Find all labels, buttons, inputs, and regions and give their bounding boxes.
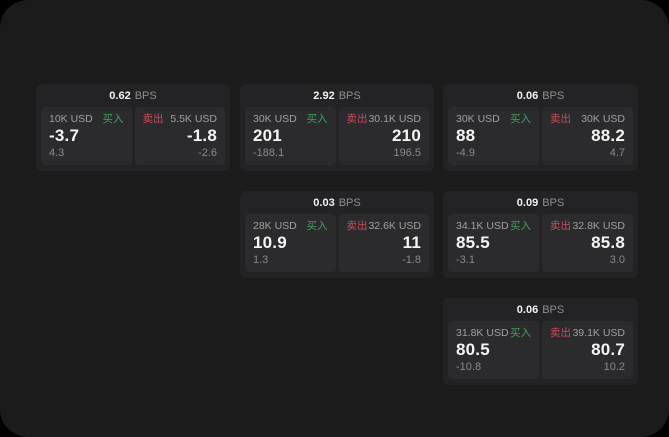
quote-card-6: 0.06 BPS 31.8K USD 买入 80.5 -10.8 卖出 39.1… <box>443 298 638 385</box>
buy-panel[interactable]: 28K USD 买入 10.9 1.3 <box>245 214 336 272</box>
buy-side-label: 买入 <box>102 113 124 125</box>
buy-amount: 31.8K USD <box>456 327 509 339</box>
sell-side-label: 卖出 <box>550 327 571 339</box>
buy-sell-panels: 28K USD 买入 10.9 1.3 卖出 32.6K USD 11 -1.8 <box>240 214 434 272</box>
buy-sell-panels: 10K USD 买入 -3.7 4.3 卖出 5.5K USD -1.8 -2.… <box>36 107 230 165</box>
bps-header: 2.92 BPS <box>240 84 434 107</box>
buy-sell-panels: 30K USD 买入 201 -188.1 卖出 30.1K USD 210 1… <box>240 107 434 165</box>
buy-panel[interactable]: 34.1K USD 买入 85.5 -3.1 <box>448 214 539 272</box>
sell-delta: -1.8 <box>402 254 421 266</box>
buy-delta: -3.1 <box>456 254 475 266</box>
sell-amount: 5.5K USD <box>170 113 217 125</box>
sell-price: 85.8 <box>591 233 625 252</box>
buy-sell-panels: 34.1K USD 买入 85.5 -3.1 卖出 32.8K USD 85.8… <box>443 214 638 272</box>
buy-delta: -188.1 <box>253 147 285 159</box>
sell-panel[interactable]: 卖出 5.5K USD -1.8 -2.6 <box>134 107 225 165</box>
buy-side-label: 买入 <box>306 220 328 232</box>
quote-card-5: 0.09 BPS 34.1K USD 买入 85.5 -3.1 卖出 32.8K… <box>443 191 638 278</box>
sell-panel[interactable]: 卖出 30.1K USD 210 196.5 <box>338 107 429 165</box>
buy-amount: 28K USD <box>253 220 297 232</box>
buy-delta: 1.3 <box>253 254 269 266</box>
buy-sell-panels: 30K USD 买入 88 -4.9 卖出 30K USD 88.2 4.7 <box>443 107 638 165</box>
sell-delta: 10.2 <box>603 361 625 373</box>
buy-amount: 30K USD <box>253 113 297 125</box>
sell-panel[interactable]: 卖出 39.1K USD 80.7 10.2 <box>542 321 633 379</box>
bps-value: 0.06 <box>516 304 539 316</box>
sell-price: 210 <box>392 126 421 145</box>
buy-amount: 10K USD <box>49 113 93 125</box>
sell-panel[interactable]: 卖出 32.8K USD 85.8 3.0 <box>542 214 633 272</box>
sell-delta: -2.6 <box>198 147 217 159</box>
bps-unit-label: BPS <box>542 90 565 102</box>
quote-card-2: 2.92 BPS 30K USD 买入 201 -188.1 卖出 30.1K … <box>240 84 434 171</box>
sell-panel[interactable]: 卖出 32.6K USD 11 -1.8 <box>338 214 429 272</box>
quote-card-4: 0.03 BPS 28K USD 买入 10.9 1.3 卖出 32.6K US… <box>240 191 434 278</box>
buy-side-label: 买入 <box>306 113 328 125</box>
bps-value: 0.09 <box>516 197 539 209</box>
bps-header: 0.09 BPS <box>443 191 638 214</box>
bps-value: 0.03 <box>313 197 335 209</box>
buy-price: 80.5 <box>456 340 490 359</box>
buy-delta: -4.9 <box>456 147 475 159</box>
sell-amount: 30K USD <box>581 113 625 125</box>
buy-price: 85.5 <box>456 233 490 252</box>
sell-side-label: 卖出 <box>550 220 571 232</box>
sell-price: 88.2 <box>591 126 625 145</box>
buy-panel[interactable]: 31.8K USD 买入 80.5 -10.8 <box>448 321 539 379</box>
sell-panel[interactable]: 卖出 30K USD 88.2 4.7 <box>542 107 633 165</box>
sell-delta: 196.5 <box>393 147 421 159</box>
sell-price: -1.8 <box>186 126 217 145</box>
sell-side-label: 卖出 <box>550 113 571 125</box>
bps-unit-label: BPS <box>338 197 361 209</box>
sell-amount: 32.6K USD <box>368 220 421 232</box>
bps-value: 0.06 <box>516 90 539 102</box>
sell-delta: 4.7 <box>609 147 625 159</box>
quote-card-1: 0.62 BPS 10K USD 买入 -3.7 4.3 卖出 5.5K USD… <box>36 84 230 171</box>
buy-price: 88 <box>456 126 476 145</box>
sell-amount: 32.8K USD <box>572 220 625 232</box>
bps-unit-label: BPS <box>338 90 361 102</box>
buy-side-label: 买入 <box>510 113 531 125</box>
bps-unit-label: BPS <box>542 304 565 316</box>
buy-panel[interactable]: 30K USD 买入 201 -188.1 <box>245 107 336 165</box>
quote-card-3: 0.06 BPS 30K USD 买入 88 -4.9 卖出 30K USD 8… <box>443 84 638 171</box>
buy-price: 10.9 <box>253 233 287 252</box>
buy-amount: 30K USD <box>456 113 500 125</box>
bps-header: 0.62 BPS <box>36 84 230 107</box>
sell-amount: 30.1K USD <box>368 113 421 125</box>
sell-side-label: 卖出 <box>346 220 368 232</box>
sell-side-label: 卖出 <box>142 113 164 125</box>
bps-value: 2.92 <box>313 90 335 102</box>
sell-price: 80.7 <box>591 340 625 359</box>
bps-header: 0.03 BPS <box>240 191 434 214</box>
sell-price: 11 <box>402 233 421 252</box>
bps-header: 0.06 BPS <box>443 298 638 321</box>
buy-side-label: 买入 <box>510 220 531 232</box>
buy-panel[interactable]: 30K USD 买入 88 -4.9 <box>448 107 539 165</box>
buy-panel[interactable]: 10K USD 买入 -3.7 4.3 <box>41 107 132 165</box>
buy-delta: -10.8 <box>456 361 482 373</box>
bps-value: 0.62 <box>109 90 131 102</box>
buy-price: -3.7 <box>49 126 80 145</box>
bps-unit-label: BPS <box>134 90 157 102</box>
buy-sell-panels: 31.8K USD 买入 80.5 -10.8 卖出 39.1K USD 80.… <box>443 321 638 379</box>
sell-delta: 3.0 <box>609 254 625 266</box>
buy-side-label: 买入 <box>510 327 531 339</box>
buy-price: 201 <box>253 126 282 145</box>
bps-header: 0.06 BPS <box>443 84 638 107</box>
buy-amount: 34.1K USD <box>456 220 509 232</box>
bps-unit-label: BPS <box>542 197 565 209</box>
sell-side-label: 卖出 <box>346 113 368 125</box>
buy-delta: 4.3 <box>49 147 65 159</box>
sell-amount: 39.1K USD <box>572 327 625 339</box>
